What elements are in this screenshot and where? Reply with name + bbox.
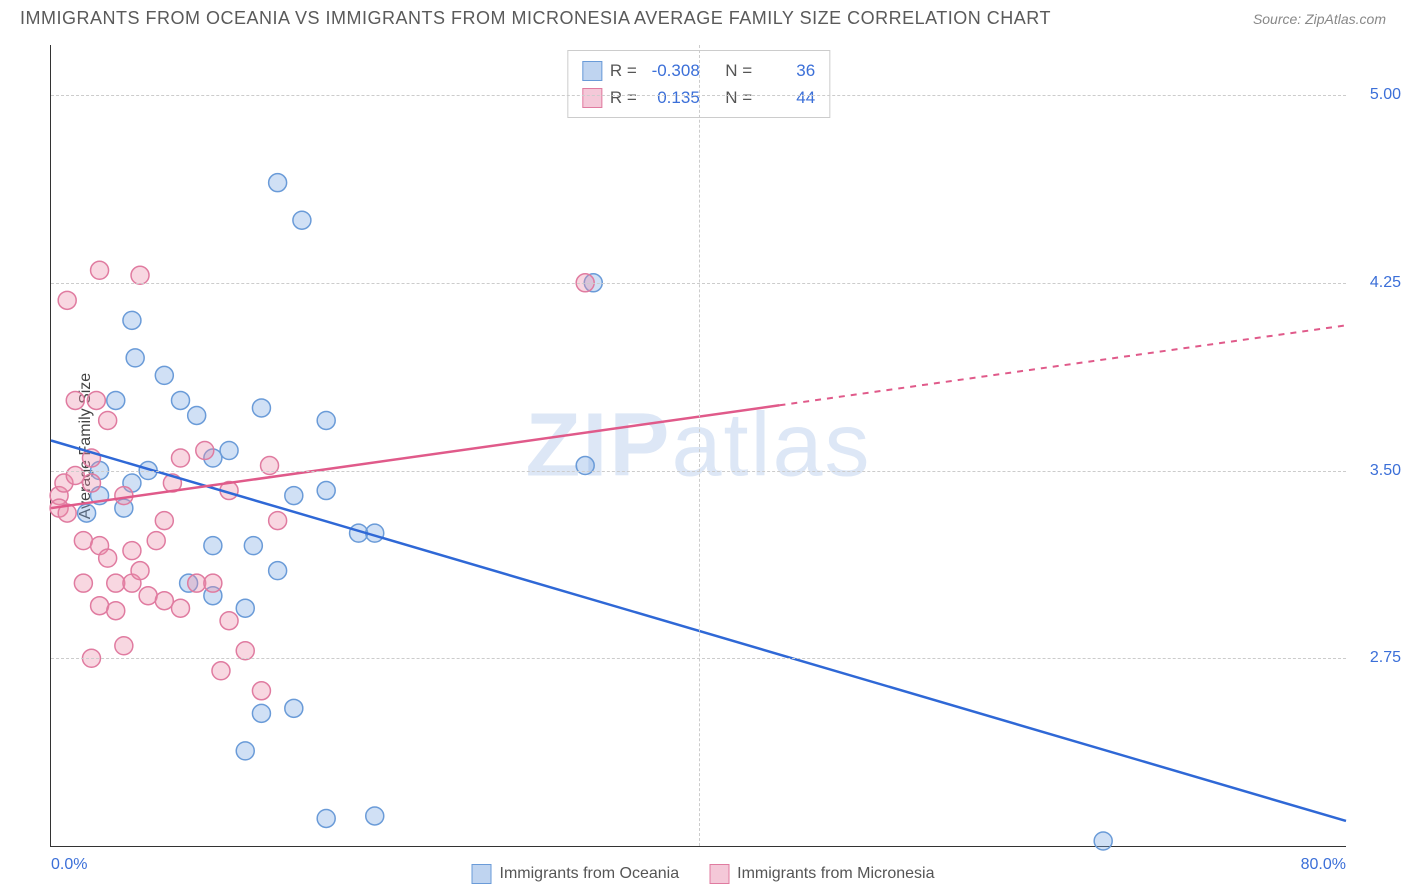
r-value-oceania: -0.308 bbox=[645, 57, 700, 84]
scatter-point bbox=[212, 662, 230, 680]
scatter-point bbox=[147, 532, 165, 550]
legend-item-micronesia: Immigrants from Micronesia bbox=[709, 864, 934, 884]
scatter-point bbox=[87, 391, 105, 409]
scatter-point bbox=[204, 537, 222, 555]
scatter-point bbox=[366, 807, 384, 825]
swatch-micronesia-icon bbox=[582, 88, 602, 108]
scatter-point bbox=[74, 532, 92, 550]
scatter-point bbox=[252, 682, 270, 700]
scatter-point bbox=[123, 311, 141, 329]
scatter-point bbox=[66, 467, 84, 485]
scatter-point bbox=[139, 587, 157, 605]
scatter-point bbox=[317, 482, 335, 500]
n-value-micronesia: 44 bbox=[760, 84, 815, 111]
chart-title: IMMIGRANTS FROM OCEANIA VS IMMIGRANTS FR… bbox=[20, 8, 1051, 29]
scatter-point bbox=[58, 291, 76, 309]
scatter-point bbox=[107, 602, 125, 620]
scatter-point bbox=[107, 574, 125, 592]
scatter-point bbox=[269, 174, 287, 192]
scatter-point bbox=[82, 474, 100, 492]
scatter-point bbox=[66, 391, 84, 409]
scatter-point bbox=[261, 457, 279, 475]
scatter-point bbox=[91, 597, 109, 615]
legend-swatch-micronesia-icon bbox=[709, 864, 729, 884]
n-label-2: N = bbox=[725, 84, 752, 111]
scatter-point bbox=[74, 574, 92, 592]
scatter-point bbox=[269, 562, 287, 580]
r-label-2: R = bbox=[610, 84, 637, 111]
scatter-point bbox=[91, 261, 109, 279]
scatter-point bbox=[131, 266, 149, 284]
legend-label-oceania: Immigrants from Oceania bbox=[500, 865, 680, 883]
scatter-point bbox=[196, 442, 214, 460]
scatter-point bbox=[172, 599, 190, 617]
scatter-point bbox=[293, 211, 311, 229]
regression-line-dashed bbox=[779, 325, 1346, 405]
ytick-label: 5.00 bbox=[1351, 86, 1401, 104]
scatter-point bbox=[252, 704, 270, 722]
scatter-point bbox=[131, 562, 149, 580]
legend-item-oceania: Immigrants from Oceania bbox=[472, 864, 680, 884]
x-max-label: 80.0% bbox=[1301, 856, 1346, 874]
bottom-legend: Immigrants from Oceania Immigrants from … bbox=[472, 864, 935, 884]
r-value-micronesia: 0.135 bbox=[645, 84, 700, 111]
scatter-point bbox=[126, 349, 144, 367]
regression-line bbox=[51, 405, 779, 508]
scatter-point bbox=[236, 642, 254, 660]
scatter-point bbox=[269, 512, 287, 530]
scatter-point bbox=[123, 542, 141, 560]
ytick-label: 2.75 bbox=[1351, 649, 1401, 667]
x-min-label: 0.0% bbox=[51, 856, 87, 874]
scatter-point bbox=[188, 574, 206, 592]
scatter-point bbox=[155, 366, 173, 384]
scatter-point bbox=[172, 391, 190, 409]
scatter-point bbox=[99, 411, 117, 429]
scatter-point bbox=[285, 487, 303, 505]
scatter-point bbox=[1094, 832, 1112, 850]
scatter-point bbox=[155, 512, 173, 530]
scatter-point bbox=[155, 592, 173, 610]
scatter-point bbox=[285, 699, 303, 717]
scatter-point bbox=[115, 637, 133, 655]
scatter-point bbox=[188, 406, 206, 424]
source-attribution: Source: ZipAtlas.com bbox=[1253, 11, 1386, 27]
scatter-point bbox=[115, 487, 133, 505]
scatter-point bbox=[78, 504, 96, 522]
scatter-point bbox=[99, 549, 117, 567]
scatter-point bbox=[317, 411, 335, 429]
plot-region: ZIPatlas Average Family Size R = -0.308 … bbox=[50, 45, 1346, 847]
swatch-oceania-icon bbox=[582, 61, 602, 81]
legend-swatch-oceania-icon bbox=[472, 864, 492, 884]
scatter-point bbox=[236, 742, 254, 760]
n-value-oceania: 36 bbox=[760, 57, 815, 84]
scatter-point bbox=[220, 612, 238, 630]
ytick-label: 4.25 bbox=[1351, 274, 1401, 292]
ytick-label: 3.50 bbox=[1351, 462, 1401, 480]
scatter-point bbox=[172, 449, 190, 467]
scatter-point bbox=[244, 537, 262, 555]
gridline-v bbox=[699, 45, 700, 846]
scatter-point bbox=[576, 457, 594, 475]
legend-label-micronesia: Immigrants from Micronesia bbox=[737, 865, 934, 883]
scatter-point bbox=[220, 442, 238, 460]
chart-area: ZIPatlas Average Family Size R = -0.308 … bbox=[50, 45, 1346, 847]
scatter-point bbox=[252, 399, 270, 417]
n-label: N = bbox=[725, 57, 752, 84]
scatter-point bbox=[317, 809, 335, 827]
r-label: R = bbox=[610, 57, 637, 84]
scatter-point bbox=[107, 391, 125, 409]
scatter-point bbox=[236, 599, 254, 617]
scatter-point bbox=[204, 574, 222, 592]
